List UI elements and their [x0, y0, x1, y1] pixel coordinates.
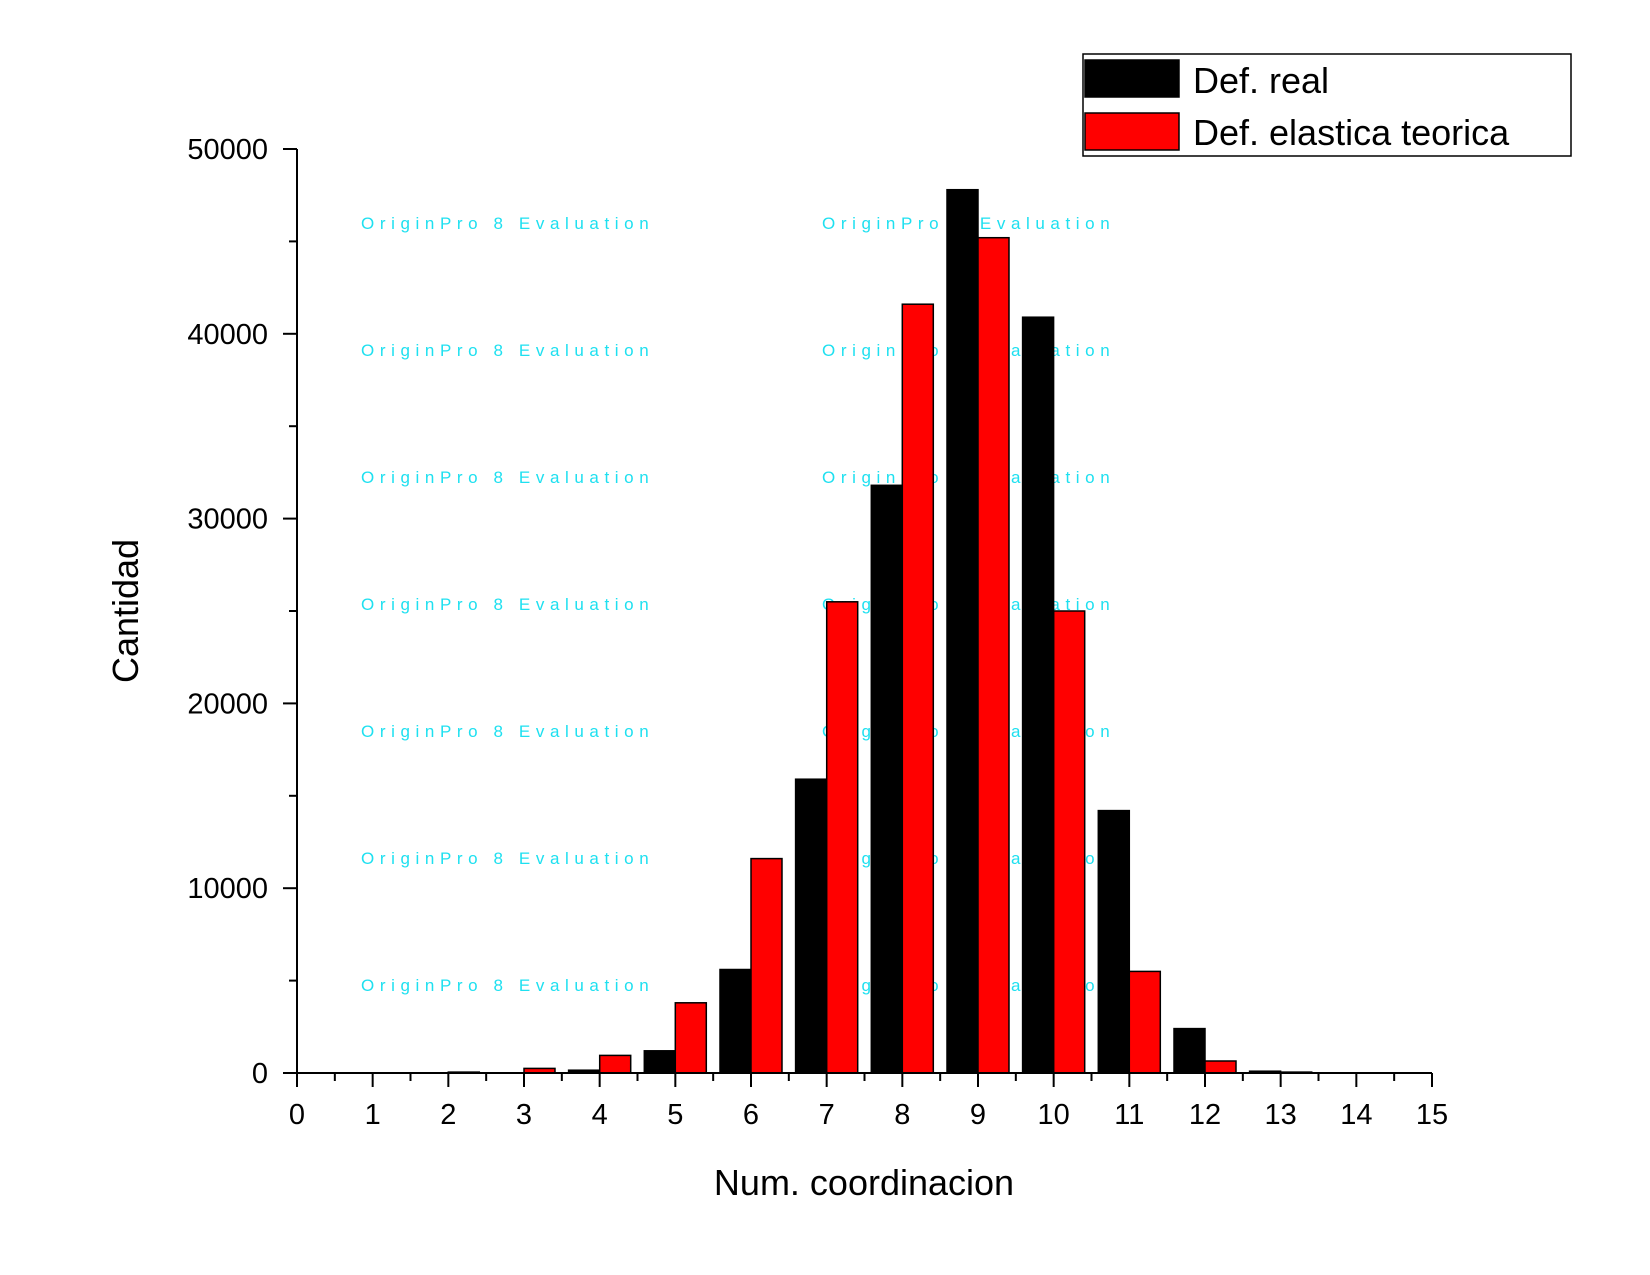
bar-def-elastica-teorica-11 — [1128, 970, 1162, 1074]
watermark-text: OriginPro 8 Evaluation — [361, 595, 654, 614]
bar-def-elastica-teorica-6 — [750, 857, 783, 1074]
watermark-text: OriginPro 8 Evaluation — [361, 341, 654, 360]
legend: Def. real Def. elastica teorica — [1082, 53, 1572, 157]
x-tick-label: 3 — [516, 1099, 532, 1131]
x-tick-label: 4 — [592, 1099, 608, 1131]
y-tick-label: 40000 — [187, 319, 268, 351]
x-tick-label: 0 — [289, 1099, 305, 1131]
x-tick-label: 1 — [365, 1099, 381, 1131]
x-tick-label: 13 — [1265, 1099, 1297, 1131]
bar-def-real-9 — [946, 188, 979, 1074]
bar-def-elastica-teorica-10 — [1052, 610, 1086, 1074]
y-ticks: 0 10000 20000 30000 40000 50000 — [187, 134, 297, 1090]
bar-def-elastica-teorica-12 — [1204, 1060, 1237, 1074]
y-tick-label: 10000 — [187, 873, 268, 905]
bar-def-real-7 — [794, 778, 828, 1074]
watermark-text: OriginPro 8 Evaluation — [361, 468, 654, 487]
x-tick-label: 11 — [1114, 1099, 1144, 1131]
watermark-text: OriginPro 8 Evaluation — [361, 214, 654, 233]
bar-def-elastica-teorica-5 — [674, 1002, 708, 1074]
watermark-text: OriginPro 8 Evaluation — [361, 976, 654, 995]
bar-def-real-12 — [1173, 1027, 1206, 1074]
legend-swatch-def-real — [1084, 59, 1180, 98]
x-tick-label: 10 — [1038, 1099, 1070, 1131]
x-axis-title: Num. coordinacion — [714, 1162, 1014, 1203]
y-tick-label: 30000 — [187, 504, 268, 536]
bar-def-elastica-teorica-4 — [598, 1054, 632, 1074]
bar-def-real-10 — [1021, 316, 1055, 1074]
watermark-text: OriginPro 8 Evaluation — [361, 722, 654, 741]
x-tick-label: 12 — [1189, 1099, 1221, 1131]
x-ticks: 0 1 2 3 4 5 6 7 8 9 10 11 12 13 14 15 — [289, 1073, 1448, 1131]
x-tick-label: 9 — [970, 1099, 986, 1131]
y-tick-label: 0 — [252, 1058, 268, 1090]
x-tick-label: 5 — [667, 1099, 683, 1131]
legend-swatch-def-elastica-teorica — [1084, 112, 1180, 151]
bar-def-real-5 — [643, 1050, 677, 1074]
y-tick-label: 50000 — [187, 134, 268, 166]
y-tick-label: 20000 — [187, 688, 268, 720]
bar-def-real-8 — [870, 484, 904, 1074]
bar-def-real-11 — [1097, 809, 1131, 1074]
x-tick-label: 2 — [440, 1099, 456, 1131]
bar-def-elastica-teorica-9 — [977, 236, 1010, 1074]
bars-layer — [447, 188, 1313, 1074]
x-tick-label: 7 — [819, 1099, 835, 1131]
x-tick-label: 14 — [1340, 1099, 1372, 1131]
legend-label-def-real: Def. real — [1193, 60, 1329, 101]
x-tick-label: 8 — [894, 1099, 910, 1131]
x-tick-label: 6 — [743, 1099, 759, 1131]
x-tick-label: 15 — [1416, 1099, 1448, 1131]
legend-label-def-elastica-teorica: Def. elastica teorica — [1193, 112, 1510, 153]
bar-def-elastica-teorica-7 — [825, 601, 859, 1074]
y-axis-title: Cantidad — [105, 539, 146, 683]
bar-def-elastica-teorica-8 — [901, 303, 935, 1074]
bar-def-real-6 — [719, 968, 752, 1074]
watermark-text: OriginPro 8 Evaluation — [361, 849, 654, 868]
